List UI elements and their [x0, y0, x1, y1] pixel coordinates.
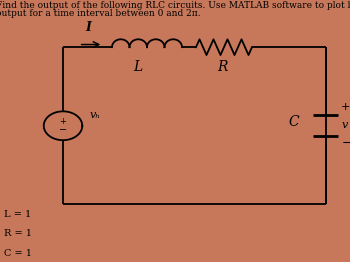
Text: +: + — [60, 117, 66, 126]
Text: +: + — [341, 102, 350, 112]
Text: R = 1: R = 1 — [4, 229, 32, 238]
Text: I: I — [86, 21, 92, 34]
Text: L: L — [133, 60, 142, 74]
Text: output for a time interval between 0 and 2π.: output for a time interval between 0 and… — [0, 9, 201, 18]
Text: L = 1: L = 1 — [4, 210, 31, 219]
Polygon shape — [44, 111, 82, 140]
Text: R: R — [217, 60, 228, 74]
Text: vₕ: vₕ — [89, 110, 100, 120]
Text: −: − — [341, 137, 350, 150]
Text: v: v — [341, 120, 348, 130]
Text: −: − — [59, 125, 67, 135]
Text: Find the output of the following RLC circuits. Use MATLAB software to plot both : Find the output of the following RLC cir… — [0, 1, 350, 10]
Text: C = 1: C = 1 — [4, 249, 32, 258]
Text: C: C — [289, 115, 299, 129]
